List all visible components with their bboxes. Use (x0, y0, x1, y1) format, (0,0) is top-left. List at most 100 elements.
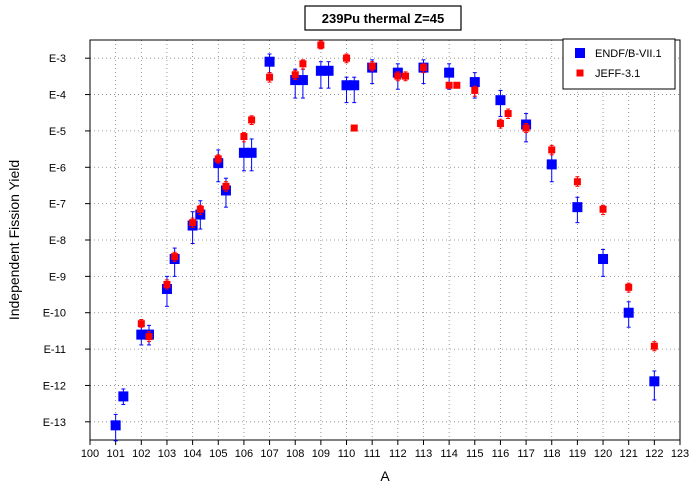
legend-marker (575, 48, 585, 58)
x-tick-label: 108 (286, 448, 304, 460)
x-tick-label: 113 (415, 448, 433, 460)
x-tick-label: 118 (543, 448, 561, 460)
data-point (240, 133, 248, 141)
x-tick-label: 110 (338, 448, 356, 460)
data-point (323, 65, 334, 76)
data-point (349, 80, 360, 91)
legend-frame (562, 38, 676, 90)
legend-label: JEFF-3.1 (595, 68, 640, 80)
data-point (623, 307, 634, 318)
x-tick-label: 101 (106, 448, 124, 460)
legend-marker (576, 69, 584, 77)
data-point (599, 205, 607, 213)
data-point (496, 119, 504, 127)
data-point (394, 72, 402, 80)
data-point (171, 253, 179, 261)
chart-title: 239Pu thermal Z=45 (322, 11, 444, 26)
data-point (419, 64, 427, 72)
data-point (444, 67, 455, 78)
data-point (315, 65, 326, 76)
y-tick-label: E-11 (44, 344, 66, 356)
title-box-frame (304, 5, 462, 31)
data-point (297, 75, 308, 86)
data-point (110, 420, 121, 431)
data-point (368, 62, 376, 70)
x-tick-label: 117 (517, 448, 535, 460)
data-point (290, 75, 301, 86)
x-tick-label: 114 (440, 448, 458, 460)
data-point (317, 41, 325, 49)
x-tick-label: 102 (132, 448, 150, 460)
data-point (145, 333, 153, 341)
data-point (343, 54, 351, 62)
title-box: 239Pu thermal Z=45 (304, 5, 462, 31)
data-point (246, 147, 257, 158)
data-point (402, 72, 410, 80)
data-point (196, 205, 204, 213)
x-tick-label: 122 (645, 448, 663, 460)
x-tick-label: 103 (158, 448, 176, 460)
data-point (453, 81, 461, 89)
data-point (118, 391, 129, 402)
x-tick-label: 120 (594, 448, 612, 460)
legend: ENDF/B-VII.1 JEFF-3.1 (562, 38, 676, 90)
data-point (504, 110, 512, 118)
x-tick-label: 109 (312, 448, 330, 460)
data-point (649, 376, 660, 387)
data-point (598, 254, 609, 265)
data-point (238, 147, 249, 158)
x-tick-label: 107 (260, 448, 278, 460)
data-point (495, 95, 506, 106)
y-tick-label: E-8 (49, 235, 66, 247)
data-point (625, 283, 633, 291)
y-tick-label: E-12 (43, 380, 66, 392)
x-axis-title: A (380, 468, 390, 484)
y-tick-label: E-6 (49, 162, 66, 174)
x-tick-label: 116 (492, 448, 510, 460)
x-tick-label: 105 (209, 448, 227, 460)
y-tick-label: E-13 (43, 417, 66, 429)
data-point (650, 342, 658, 350)
data-point (214, 155, 222, 163)
data-point (189, 219, 197, 227)
y-tick-label: E-10 (43, 308, 66, 320)
y-tick-label: E-4 (49, 90, 66, 102)
x-tick-label: 115 (466, 448, 484, 460)
data-point (445, 81, 453, 89)
x-tick-label: 123 (671, 448, 689, 460)
data-point (350, 124, 358, 132)
data-point (163, 280, 171, 288)
data-point (471, 86, 479, 94)
y-tick-label: E-5 (49, 126, 66, 138)
y-axis-title: Independent Fission Yield (6, 160, 22, 320)
data-point (137, 320, 145, 328)
data-point (469, 77, 480, 88)
series-layer (110, 40, 660, 442)
data-point (341, 80, 352, 91)
data-point (248, 116, 256, 124)
series-jeff (137, 40, 658, 352)
legend-label: ENDF/B-VII.1 (595, 48, 662, 60)
y-tick-label: E-3 (49, 53, 66, 65)
data-point (573, 178, 581, 186)
ticks-layer: 100 101 102 103 104 105 106 107 108 109 110 111 112 1… (43, 53, 689, 460)
data-point (548, 146, 556, 154)
data-point (299, 60, 307, 68)
x-tick-label: 121 (620, 448, 638, 460)
data-point (136, 329, 147, 340)
y-tick-label: E-9 (49, 271, 66, 283)
data-point (264, 56, 275, 67)
data-point (266, 73, 274, 81)
x-tick-label: 104 (183, 448, 201, 460)
data-point (222, 182, 230, 190)
x-tick-label: 100 (81, 448, 99, 460)
data-point (572, 202, 583, 213)
data-point (546, 159, 557, 170)
x-tick-label: 119 (569, 448, 587, 460)
data-point (522, 124, 530, 132)
x-tick-label: 106 (235, 448, 253, 460)
x-tick-label: 112 (389, 448, 407, 460)
data-point (291, 71, 299, 79)
